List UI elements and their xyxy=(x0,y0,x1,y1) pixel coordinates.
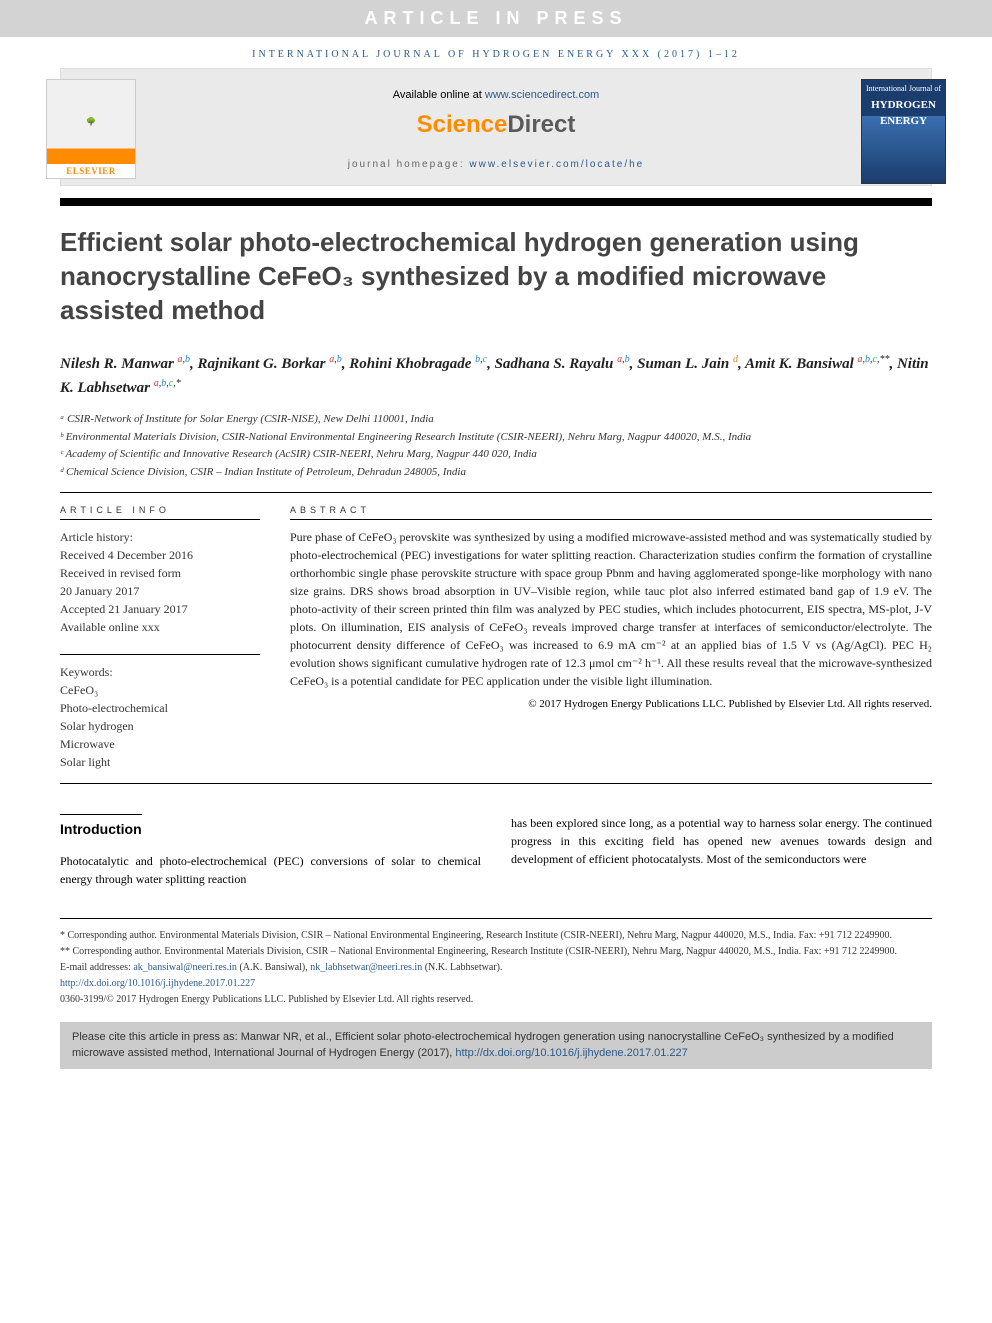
article-info-heading: ARTICLE INFO xyxy=(60,505,260,515)
abstract-divider xyxy=(290,519,932,520)
affiliation-d: ᵈ Chemical Science Division, CSIR – Indi… xyxy=(60,464,932,481)
homepage-prefix: journal homepage: xyxy=(348,159,470,170)
elsevier-name: ELSEVIER xyxy=(47,163,135,178)
keyword: Microwave xyxy=(60,735,260,753)
homepage-link[interactable]: www.elsevier.com/locate/he xyxy=(469,159,644,170)
keyword: Solar light xyxy=(60,753,260,771)
abstract-copyright: © 2017 Hydrogen Energy Publications LLC.… xyxy=(290,698,932,710)
article-info-column: ARTICLE INFO Article history: Received 4… xyxy=(60,505,260,771)
cover-title-2: ENERGY xyxy=(862,113,945,129)
article-history: Article history: Received 4 December 201… xyxy=(60,528,260,636)
issn-copyright: 0360-3199/© 2017 Hydrogen Energy Publica… xyxy=(60,993,932,1007)
affiliation-c: ᶜ Academy of Scientific and Innovative R… xyxy=(60,446,932,463)
corresponding-author-1: * Corresponding author. Environmental Ma… xyxy=(60,929,932,943)
divider-2 xyxy=(60,783,932,784)
email-prefix: E-mail addresses: xyxy=(60,962,133,973)
article-title: Efficient solar photo-electrochemical hy… xyxy=(60,226,932,327)
sciencedirect-logo: ScienceDirect xyxy=(61,111,931,139)
email-line: E-mail addresses: ak_bansiwal@neeri.res.… xyxy=(60,961,932,975)
affiliations: ᵃ CSIR-Network of Institute for Solar En… xyxy=(60,411,932,480)
history-received: Received 4 December 2016 xyxy=(60,546,260,564)
abstract-text: Pure phase of CeFeO₃ perovskite was synt… xyxy=(290,528,932,690)
black-divider xyxy=(60,198,932,206)
corresponding-author-2: ** Corresponding author. Environmental M… xyxy=(60,945,932,959)
email-name-2: (N.K. Labhsetwar). xyxy=(422,962,502,973)
journal-header: INTERNATIONAL JOURNAL OF HYDROGEN ENERGY… xyxy=(0,37,992,68)
info-divider-2 xyxy=(60,654,260,655)
footnotes: * Corresponding author. Environmental Ma… xyxy=(60,918,932,1007)
body-column-right: has been explored since long, as a poten… xyxy=(511,814,932,888)
available-prefix: Available online at xyxy=(393,89,485,101)
affiliation-b: ᵇ Environmental Materials Division, CSIR… xyxy=(60,429,932,446)
keyword: CeFeO₃ xyxy=(60,681,260,699)
citation-doi-link[interactable]: http://dx.doi.org/10.1016/j.ijhydene.201… xyxy=(455,1047,687,1059)
abstract-column: ABSTRACT Pure phase of CeFeO₃ perovskite… xyxy=(290,505,932,771)
available-online: Available online at www.sciencedirect.co… xyxy=(61,89,931,101)
article-in-press-banner: ARTICLE IN PRESS xyxy=(0,0,992,37)
keywords-label: Keywords: xyxy=(60,663,260,681)
info-divider xyxy=(60,519,260,520)
journal-homepage: journal homepage: www.elsevier.com/locat… xyxy=(61,159,931,170)
abstract-heading: ABSTRACT xyxy=(290,505,932,515)
email-link-1[interactable]: ak_bansiwal@neeri.res.in xyxy=(133,962,237,973)
elsevier-logo: 🌳 ELSEVIER xyxy=(46,79,136,179)
introduction-heading: Introduction xyxy=(60,814,142,840)
body-column-left: Introduction Photocatalytic and photo-el… xyxy=(60,814,481,888)
elsevier-tree-icon: 🌳 xyxy=(47,80,135,163)
press-text: ARTICLE IN PRESS xyxy=(364,8,627,28)
intro-paragraph-1: Photocatalytic and photo-electrochemical… xyxy=(60,852,481,888)
authors-list: Nilesh R. Manwar a,b, Rajnikant G. Borka… xyxy=(60,352,932,399)
doi-link[interactable]: http://dx.doi.org/10.1016/j.ijhydene.201… xyxy=(60,978,255,989)
history-label: Article history: xyxy=(60,528,260,546)
keyword: Photo-electrochemical xyxy=(60,699,260,717)
keywords-block: Keywords: CeFeO₃ Photo-electrochemical S… xyxy=(60,663,260,771)
history-revised2: 20 January 2017 xyxy=(60,582,260,600)
affiliation-a: ᵃ CSIR-Network of Institute for Solar En… xyxy=(60,411,932,428)
email-link-2[interactable]: nk_labhsetwar@neeri.res.in xyxy=(310,962,422,973)
history-online: Available online xxx xyxy=(60,618,260,636)
cover-title-1: HYDROGEN xyxy=(862,97,945,113)
sd-direct: Direct xyxy=(507,111,575,138)
divider xyxy=(60,492,932,493)
journal-cover-thumbnail: International Journal of HYDROGEN ENERGY xyxy=(861,79,946,184)
keyword: Solar hydrogen xyxy=(60,717,260,735)
header-box: 🌳 ELSEVIER International Journal of HYDR… xyxy=(60,68,932,186)
sd-science: Science xyxy=(417,111,508,138)
history-accepted: Accepted 21 January 2017 xyxy=(60,600,260,618)
citation-box: Please cite this article in press as: Ma… xyxy=(60,1022,932,1069)
history-revised1: Received in revised form xyxy=(60,564,260,582)
cover-subtitle: International Journal of xyxy=(862,80,945,97)
email-name-1: (A.K. Bansiwal), xyxy=(237,962,310,973)
sciencedirect-link[interactable]: www.sciencedirect.com xyxy=(485,89,599,101)
intro-paragraph-2: has been explored since long, as a poten… xyxy=(511,814,932,868)
